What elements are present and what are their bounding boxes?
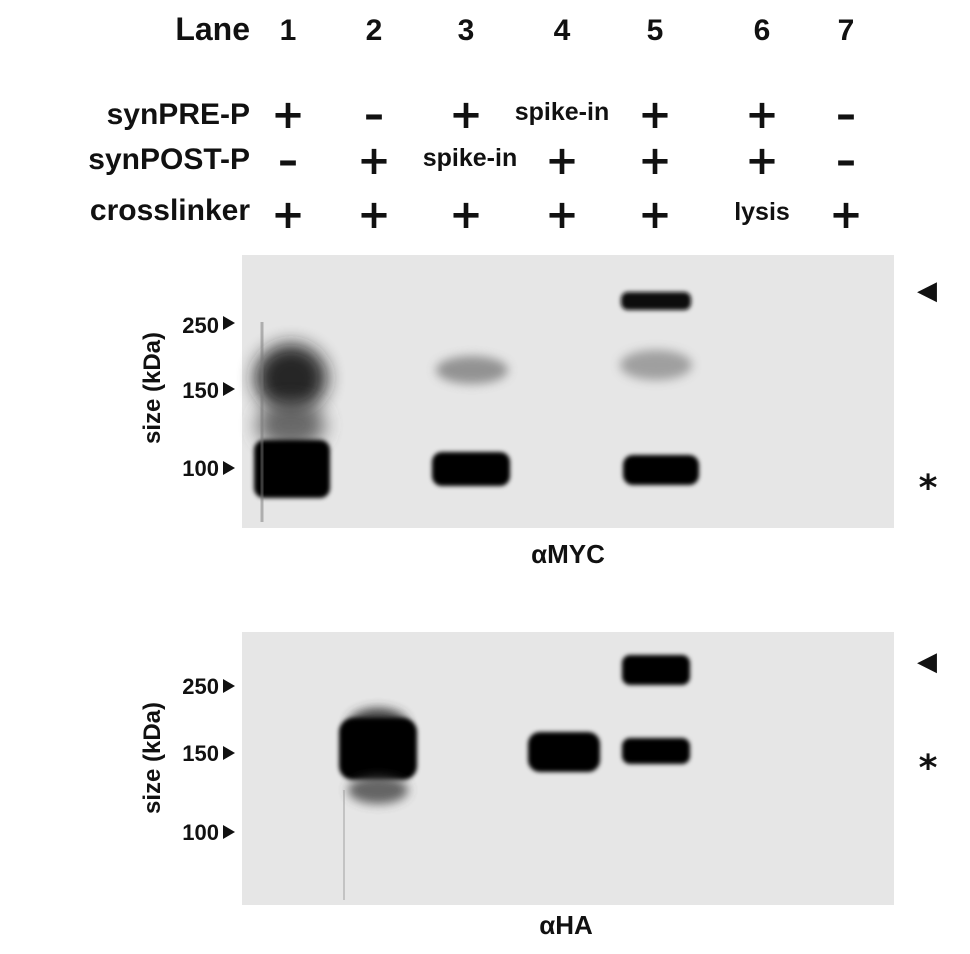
synpost-lane-4: + [545, 138, 579, 184]
synpre-lane-7: – [836, 92, 856, 138]
band-ha-lane5-top [622, 655, 690, 685]
condition-label-crosslinker: crosslinker [90, 194, 250, 227]
lane-number-4: 4 [554, 14, 571, 47]
synpost-lane-7: – [836, 138, 856, 184]
synpost-lane-6: + [745, 138, 779, 184]
band-myc-lane5-top [621, 292, 691, 310]
band-ha-lane4-main [528, 732, 600, 772]
crosslinker-lane-3: + [449, 192, 483, 238]
blot-myc-marker-150: 150 [182, 378, 219, 403]
blot-ha-marker-150: 150 [182, 741, 219, 766]
synpost-lane-5: + [638, 138, 672, 184]
crosslinker-lane-2: + [357, 192, 391, 238]
band-myc-lane5-mid [620, 350, 692, 380]
blot-myc-axis-label: size (kDa) [139, 332, 166, 444]
synpost-lane-2: + [357, 138, 391, 184]
condition-label-synpre: synPRE-P [107, 98, 250, 131]
blot-ha: size (kDa) 250 150 100 ◀ * αHA [139, 632, 938, 940]
blot-ha-bands [339, 655, 690, 900]
blot-myc-marker-100: 100 [182, 456, 219, 481]
band-ha-lane2-main [339, 718, 417, 780]
blot-ha-antibody-label: αHA [539, 910, 593, 940]
blot-ha-marker-150-triangle [223, 746, 235, 760]
band-myc-lane3-upper [436, 356, 508, 384]
synpre-lane-5: + [638, 92, 672, 138]
synpre-lane-6: + [745, 92, 779, 138]
blot-ha-marker-100-triangle [223, 825, 235, 839]
blot-myc-bands [254, 292, 699, 522]
crosslinker-lane-4: + [545, 192, 579, 238]
lane-number-2: 2 [366, 14, 383, 47]
blot-myc-marker-100-triangle [223, 461, 235, 475]
blot-ha-marker-250: 250 [182, 674, 219, 699]
band-myc-lane1-smear-top [255, 344, 327, 412]
crosslinker-lane-6: lysis [734, 198, 790, 226]
lane-number-5: 5 [647, 14, 664, 47]
lane-number-6: 6 [754, 14, 771, 47]
blot-myc-antibody-label: αMYC [531, 539, 605, 569]
blot-myc-marker-150-triangle [223, 382, 235, 396]
blot-myc-asterisk: * [919, 468, 938, 509]
crosslinker-lane-7: + [829, 192, 863, 238]
blot-myc-membrane [242, 255, 894, 528]
crosslinker-lane-1: + [271, 192, 305, 238]
synpre-lane-1: + [271, 92, 305, 138]
blot-myc-marker-250-triangle [223, 316, 235, 330]
lane-number-1: 1 [280, 14, 297, 47]
synpre-lane-2: – [364, 92, 384, 138]
crosslinker-lane-5: + [638, 192, 672, 238]
synpre-lane-3: + [449, 92, 483, 138]
lane-number-3: 3 [458, 14, 475, 47]
blot-ha-marker-250-triangle [223, 679, 235, 693]
blot-ha-marker-100: 100 [182, 820, 219, 845]
blot-ha-axis-label: size (kDa) [139, 702, 166, 814]
synpre-lane-4: spike-in [515, 98, 609, 126]
band-myc-lane1-lower [254, 440, 330, 498]
band-myc-lane1-smear-mid [257, 401, 325, 449]
band-myc-lane5-lower [623, 455, 699, 485]
lane-number-7: 7 [838, 14, 855, 47]
lane-header-label: Lane [175, 11, 250, 47]
blot-myc: size (kDa) 250 150 100 ◀ * αMYC [139, 255, 938, 569]
condition-label-synpost: synPOST-P [88, 143, 250, 176]
blot-myc-arrowhead: ◀ [917, 276, 937, 306]
blot-myc-marker-250: 250 [182, 313, 219, 338]
blot-ha-asterisk: * [919, 748, 938, 789]
synpost-lane-3: spike-in [423, 144, 517, 172]
band-ha-lane2-smear-bottom [348, 776, 408, 804]
blot-ha-arrowhead: ◀ [917, 647, 937, 677]
band-myc-lane3-lower [432, 452, 510, 486]
synpost-lane-1: – [278, 138, 298, 184]
band-ha-lane5-bottom [622, 738, 690, 764]
